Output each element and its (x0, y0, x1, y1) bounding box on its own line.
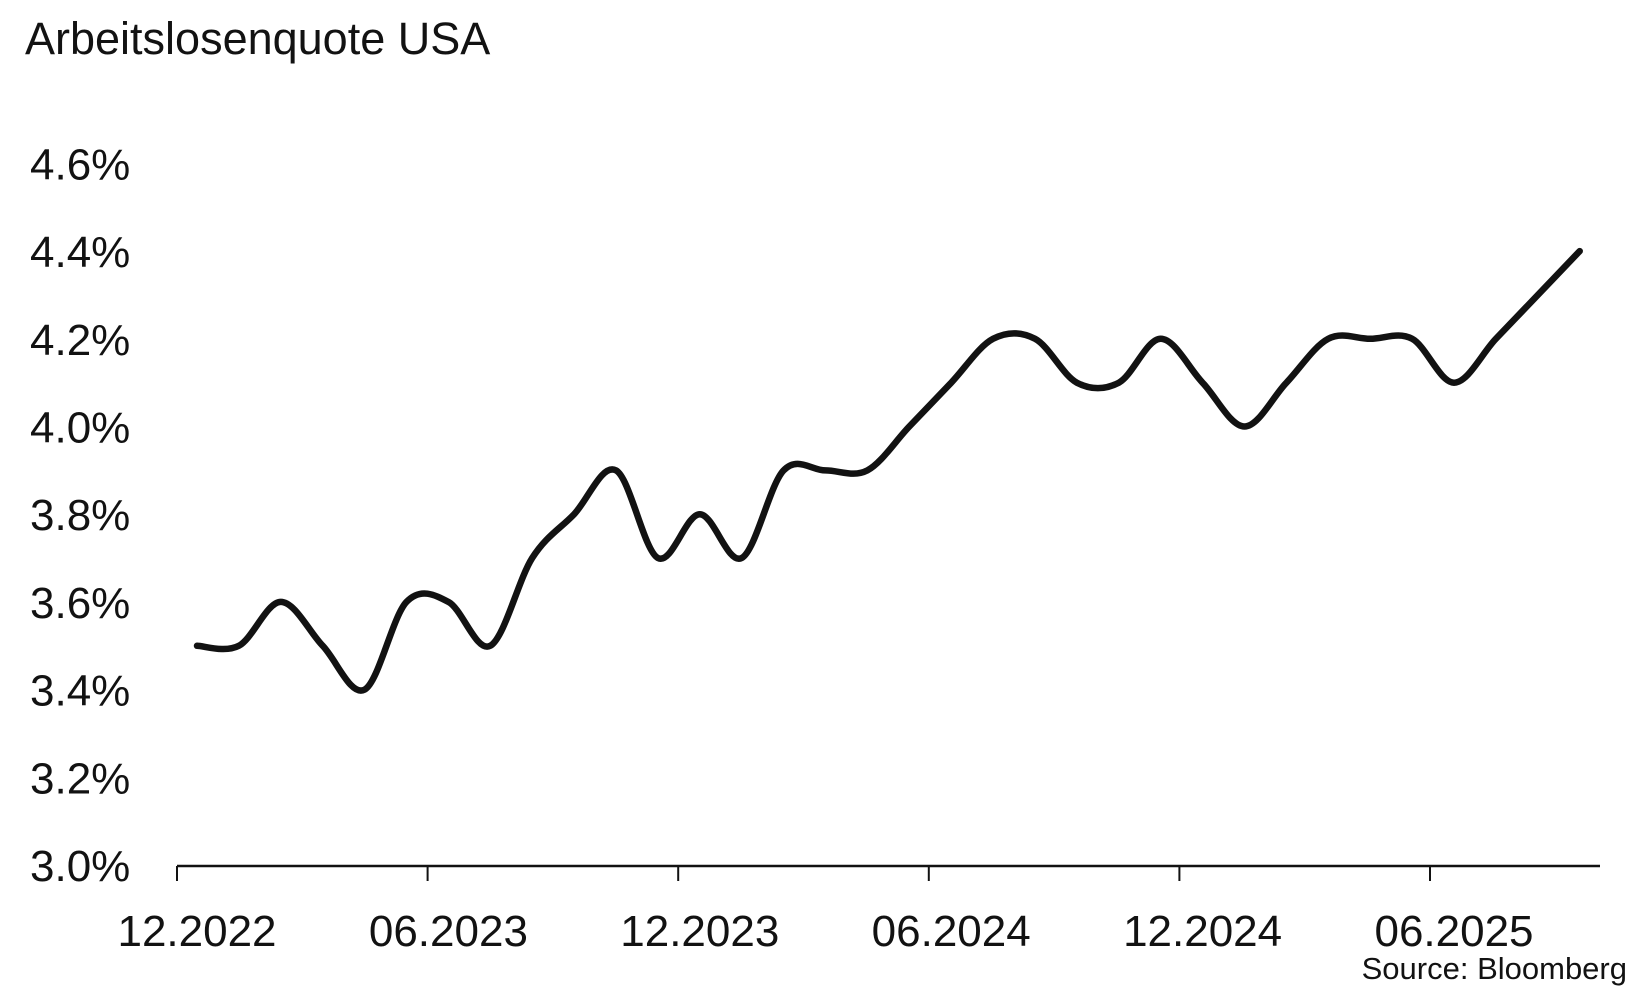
x-axis-label: 12.2022 (117, 907, 276, 956)
y-axis-label: 3.4% (30, 667, 130, 716)
x-axis-label: 06.2023 (369, 907, 528, 956)
chart-title: Arbeitslosenquote USA (25, 13, 491, 64)
source-caption: Source: Bloomberg (1361, 951, 1627, 986)
x-axis-label: 12.2023 (620, 907, 779, 956)
x-axis-label: 06.2025 (1374, 907, 1533, 956)
x-axis-ticks (176, 866, 1431, 881)
x-axis-label: 06.2024 (872, 907, 1031, 956)
y-axis-label: 4.6% (30, 140, 130, 189)
y-axis-labels: 3.0% 3.2% 3.4% 3.6% 3.8% 4.0% 4.2% 4.4% 4.6% (30, 140, 130, 891)
y-axis-label: 4.0% (30, 404, 130, 453)
y-axis-label: 4.4% (30, 228, 130, 277)
y-axis-label: 3.6% (30, 579, 130, 628)
y-axis-label: 3.2% (30, 754, 130, 803)
x-axis-labels: 12.2022 06.2023 12.2023 06.2024 12.2024 06.20… (117, 907, 1533, 956)
trend-line (193, 247, 1583, 694)
x-axis-label: 12.2024 (1123, 907, 1282, 956)
y-axis-label: 4.2% (30, 316, 130, 365)
y-axis-label: 3.0% (30, 842, 130, 891)
y-axis-label: 3.8% (30, 491, 130, 540)
